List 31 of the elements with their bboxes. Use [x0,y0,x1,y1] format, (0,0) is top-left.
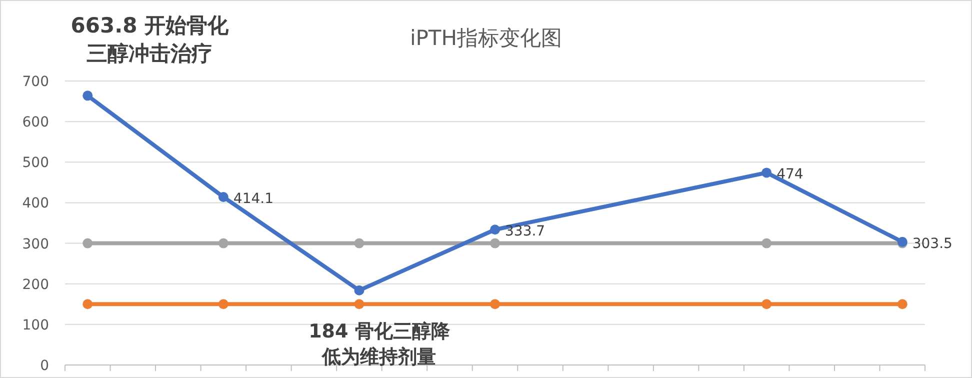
point [218,192,228,202]
point [218,238,228,248]
y-tick-label: 600 [22,114,49,131]
y-tick-label: 500 [22,155,49,172]
data-label: 474 [776,166,804,183]
y-tick-label: 400 [22,196,49,212]
point [218,299,228,310]
point [82,238,93,248]
point [762,238,772,248]
point [762,299,772,310]
point [490,224,500,235]
data-label: 184 骨化三醇降低为维持剂量 [308,320,451,368]
point [762,168,772,178]
point [82,90,93,101]
y-tick-label: 700 [22,74,49,90]
data-label: 303.5 [912,236,952,252]
chart-title: iPTH指标变化图 [410,26,562,50]
point [490,299,500,310]
point [354,299,364,310]
data-label: 414.1 [233,190,274,207]
point [354,238,364,248]
point [490,238,500,248]
point [354,285,364,296]
data-label: 333.7 [505,224,546,240]
data-label: 663.8 开始骨化三醇冲击治疗 [70,13,230,66]
point [897,299,908,310]
y-tick-label: 100 [22,317,49,334]
y-tick-label: 300 [22,236,49,252]
point [82,299,93,310]
y-tick-label: 200 [22,276,49,293]
y-tick-label: 0 [40,358,49,374]
